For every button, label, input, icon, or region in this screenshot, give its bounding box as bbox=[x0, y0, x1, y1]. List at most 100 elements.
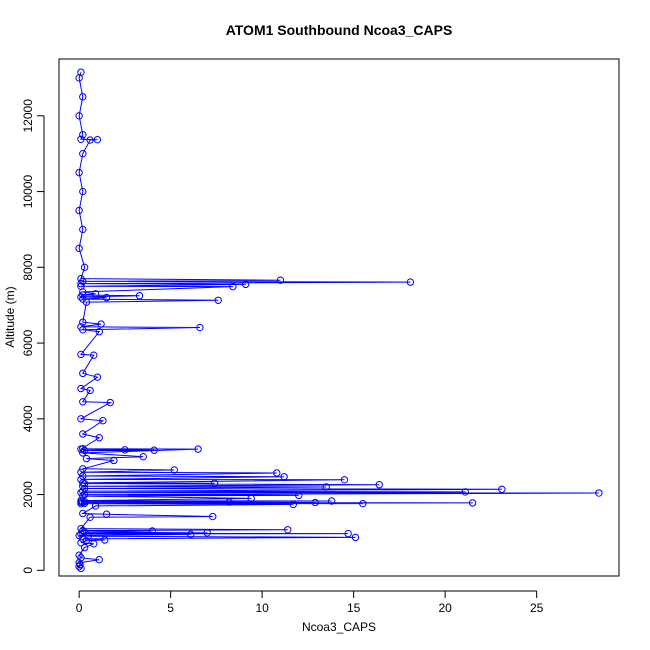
data-point bbox=[90, 351, 98, 359]
data-point bbox=[194, 445, 202, 453]
data-point bbox=[210, 479, 219, 487]
data-point bbox=[95, 328, 103, 336]
data-point bbox=[95, 434, 103, 442]
data-point bbox=[276, 276, 285, 284]
data-point bbox=[77, 496, 85, 505]
data-point bbox=[82, 454, 91, 463]
data-point bbox=[75, 244, 83, 253]
data-point bbox=[148, 527, 157, 535]
y-axis: 0 2000 4000 6000 8000 10000 12000 bbox=[21, 99, 45, 574]
data-point bbox=[77, 488, 85, 497]
data-point bbox=[79, 465, 87, 473]
data-point bbox=[79, 149, 87, 158]
data-point bbox=[344, 529, 352, 538]
data-point bbox=[77, 68, 85, 76]
data-point bbox=[79, 131, 87, 139]
data-point bbox=[79, 529, 87, 537]
data-point bbox=[79, 430, 87, 438]
data-point bbox=[351, 533, 360, 542]
data-point bbox=[82, 537, 91, 545]
data-point bbox=[241, 280, 250, 289]
data-point bbox=[86, 136, 94, 144]
data-point bbox=[121, 446, 129, 454]
data-point bbox=[93, 135, 102, 144]
y-tick-label: 12000 bbox=[21, 99, 35, 133]
data-point bbox=[79, 295, 87, 303]
x-axis: 0 5 10 15 20 25 bbox=[76, 590, 544, 615]
data-point bbox=[461, 488, 469, 496]
y-tick-label: 8000 bbox=[21, 254, 35, 281]
data-point bbox=[80, 263, 89, 272]
x-tick-label: 0 bbox=[76, 601, 83, 615]
data-point bbox=[79, 398, 87, 406]
x-tick-label: 15 bbox=[347, 601, 361, 615]
data-point bbox=[79, 187, 87, 196]
data-point bbox=[498, 485, 506, 493]
data-point bbox=[322, 483, 330, 491]
data-point bbox=[79, 291, 87, 299]
data-point bbox=[359, 499, 367, 508]
data-point bbox=[595, 489, 603, 497]
data-point bbox=[273, 469, 281, 477]
data-point bbox=[75, 168, 83, 177]
data-point bbox=[75, 559, 83, 567]
y-tick-label: 10000 bbox=[21, 175, 35, 209]
data-point bbox=[99, 417, 107, 425]
data-point bbox=[79, 369, 87, 378]
y-tick-label: 6000 bbox=[21, 329, 35, 356]
data-point bbox=[84, 532, 92, 540]
data-point bbox=[187, 530, 195, 539]
data-point bbox=[110, 456, 118, 465]
data-point bbox=[170, 466, 178, 474]
data-point bbox=[77, 293, 85, 301]
y-tick-label: 2000 bbox=[21, 481, 35, 508]
data-point bbox=[340, 476, 349, 484]
data-point bbox=[280, 473, 288, 481]
data-point bbox=[214, 296, 222, 304]
data-point bbox=[196, 323, 204, 332]
data-point bbox=[77, 135, 85, 144]
data-point bbox=[77, 274, 85, 283]
data-point bbox=[75, 206, 83, 215]
y-axis-title: Altitude (m) bbox=[3, 286, 17, 347]
data-point bbox=[79, 449, 87, 457]
plot-frame bbox=[58, 58, 620, 577]
data-point bbox=[135, 292, 144, 300]
data-point bbox=[102, 510, 111, 518]
y-tick-label: 0 bbox=[21, 567, 35, 574]
data-point bbox=[77, 384, 85, 393]
data-point bbox=[468, 499, 477, 507]
data-point bbox=[209, 512, 217, 521]
data-point bbox=[79, 318, 87, 326]
data-point bbox=[139, 452, 147, 461]
data-point bbox=[77, 282, 85, 290]
data-point bbox=[375, 481, 383, 489]
data-point bbox=[97, 320, 105, 328]
data-point bbox=[295, 491, 303, 500]
data-point bbox=[77, 323, 85, 331]
data-point bbox=[79, 526, 87, 535]
data-point bbox=[77, 524, 85, 533]
data-point bbox=[101, 536, 109, 544]
data-point bbox=[77, 445, 85, 453]
data-point bbox=[327, 497, 336, 505]
data-point bbox=[106, 398, 114, 407]
data-point bbox=[86, 386, 94, 395]
data-point bbox=[75, 551, 83, 559]
data-point bbox=[90, 540, 98, 548]
x-tick-label: 20 bbox=[438, 601, 452, 615]
data-point bbox=[75, 531, 83, 540]
data-point bbox=[79, 472, 87, 480]
data-point bbox=[80, 446, 89, 455]
data-point bbox=[86, 513, 94, 521]
data-point bbox=[311, 498, 319, 507]
chart-title: ATOM1 Southbound Ncoa3_CAPS bbox=[226, 22, 453, 38]
data-point bbox=[79, 93, 87, 101]
x-tick-label: 10 bbox=[255, 601, 269, 615]
data-point bbox=[406, 278, 415, 286]
data-point bbox=[77, 279, 85, 288]
data-point bbox=[91, 502, 100, 510]
data-point bbox=[79, 509, 87, 518]
x-tick-label: 5 bbox=[167, 601, 174, 615]
